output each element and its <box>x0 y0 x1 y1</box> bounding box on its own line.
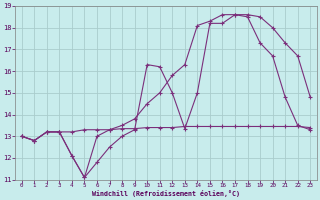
X-axis label: Windchill (Refroidissement éolien,°C): Windchill (Refroidissement éolien,°C) <box>92 190 240 197</box>
